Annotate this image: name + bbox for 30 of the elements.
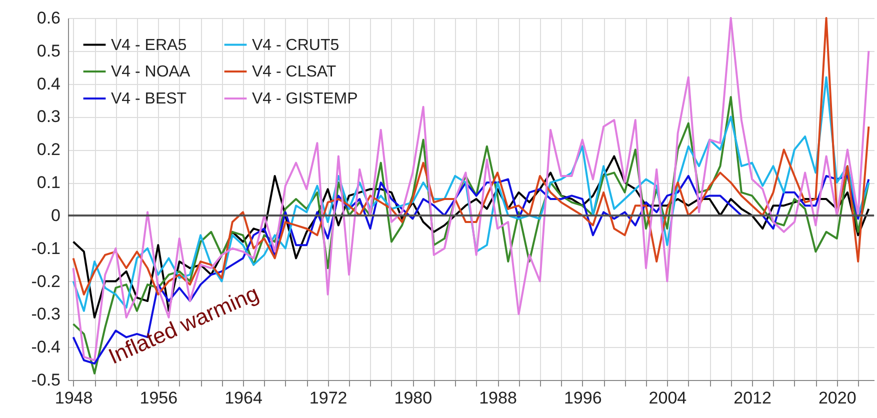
legend-label: V4 - ERA5 xyxy=(111,36,187,54)
x-tick-label: 1956 xyxy=(140,388,178,408)
x-tick-label: 1964 xyxy=(224,388,262,408)
x-tick-label: 1996 xyxy=(564,388,602,408)
y-tick-label: 0.4 xyxy=(36,74,60,94)
x-tick-label: 1972 xyxy=(309,388,348,408)
y-tick-label: -0.2 xyxy=(31,272,60,291)
y-tick-label: 0.2 xyxy=(36,140,60,160)
y-tick-label: 0.5 xyxy=(36,41,60,60)
y-tick-label: 0.6 xyxy=(36,8,60,28)
y-tick-label: -0.3 xyxy=(31,304,60,324)
y-tick-label: -0.4 xyxy=(31,338,60,357)
y-tick-label: 0.1 xyxy=(36,173,60,192)
line-series xyxy=(72,17,870,362)
y-tick-label: -0.5 xyxy=(31,370,60,390)
legend-label: V4 - BEST xyxy=(111,90,187,108)
legend-label: V4 - NOAA xyxy=(111,64,190,80)
y-tick-label: 0 xyxy=(51,206,60,225)
y-tick-label: 0.3 xyxy=(36,107,60,126)
x-tick-label: 2012 xyxy=(734,388,772,408)
x-tick-label: 2020 xyxy=(818,388,856,408)
x-tick-label: 1988 xyxy=(479,388,517,408)
legend-label: V4 - CLSAT xyxy=(252,64,336,80)
x-tick-label: 2004 xyxy=(648,388,687,408)
x-tick-label: 1980 xyxy=(394,388,432,408)
x-tick-label: 1948 xyxy=(54,388,93,408)
legend-label: V4 - CRUT5 xyxy=(252,36,340,54)
y-tick-label: -0.1 xyxy=(31,238,60,258)
line-series xyxy=(72,174,870,365)
legend-label: V4 - GISTEMP xyxy=(252,90,358,108)
